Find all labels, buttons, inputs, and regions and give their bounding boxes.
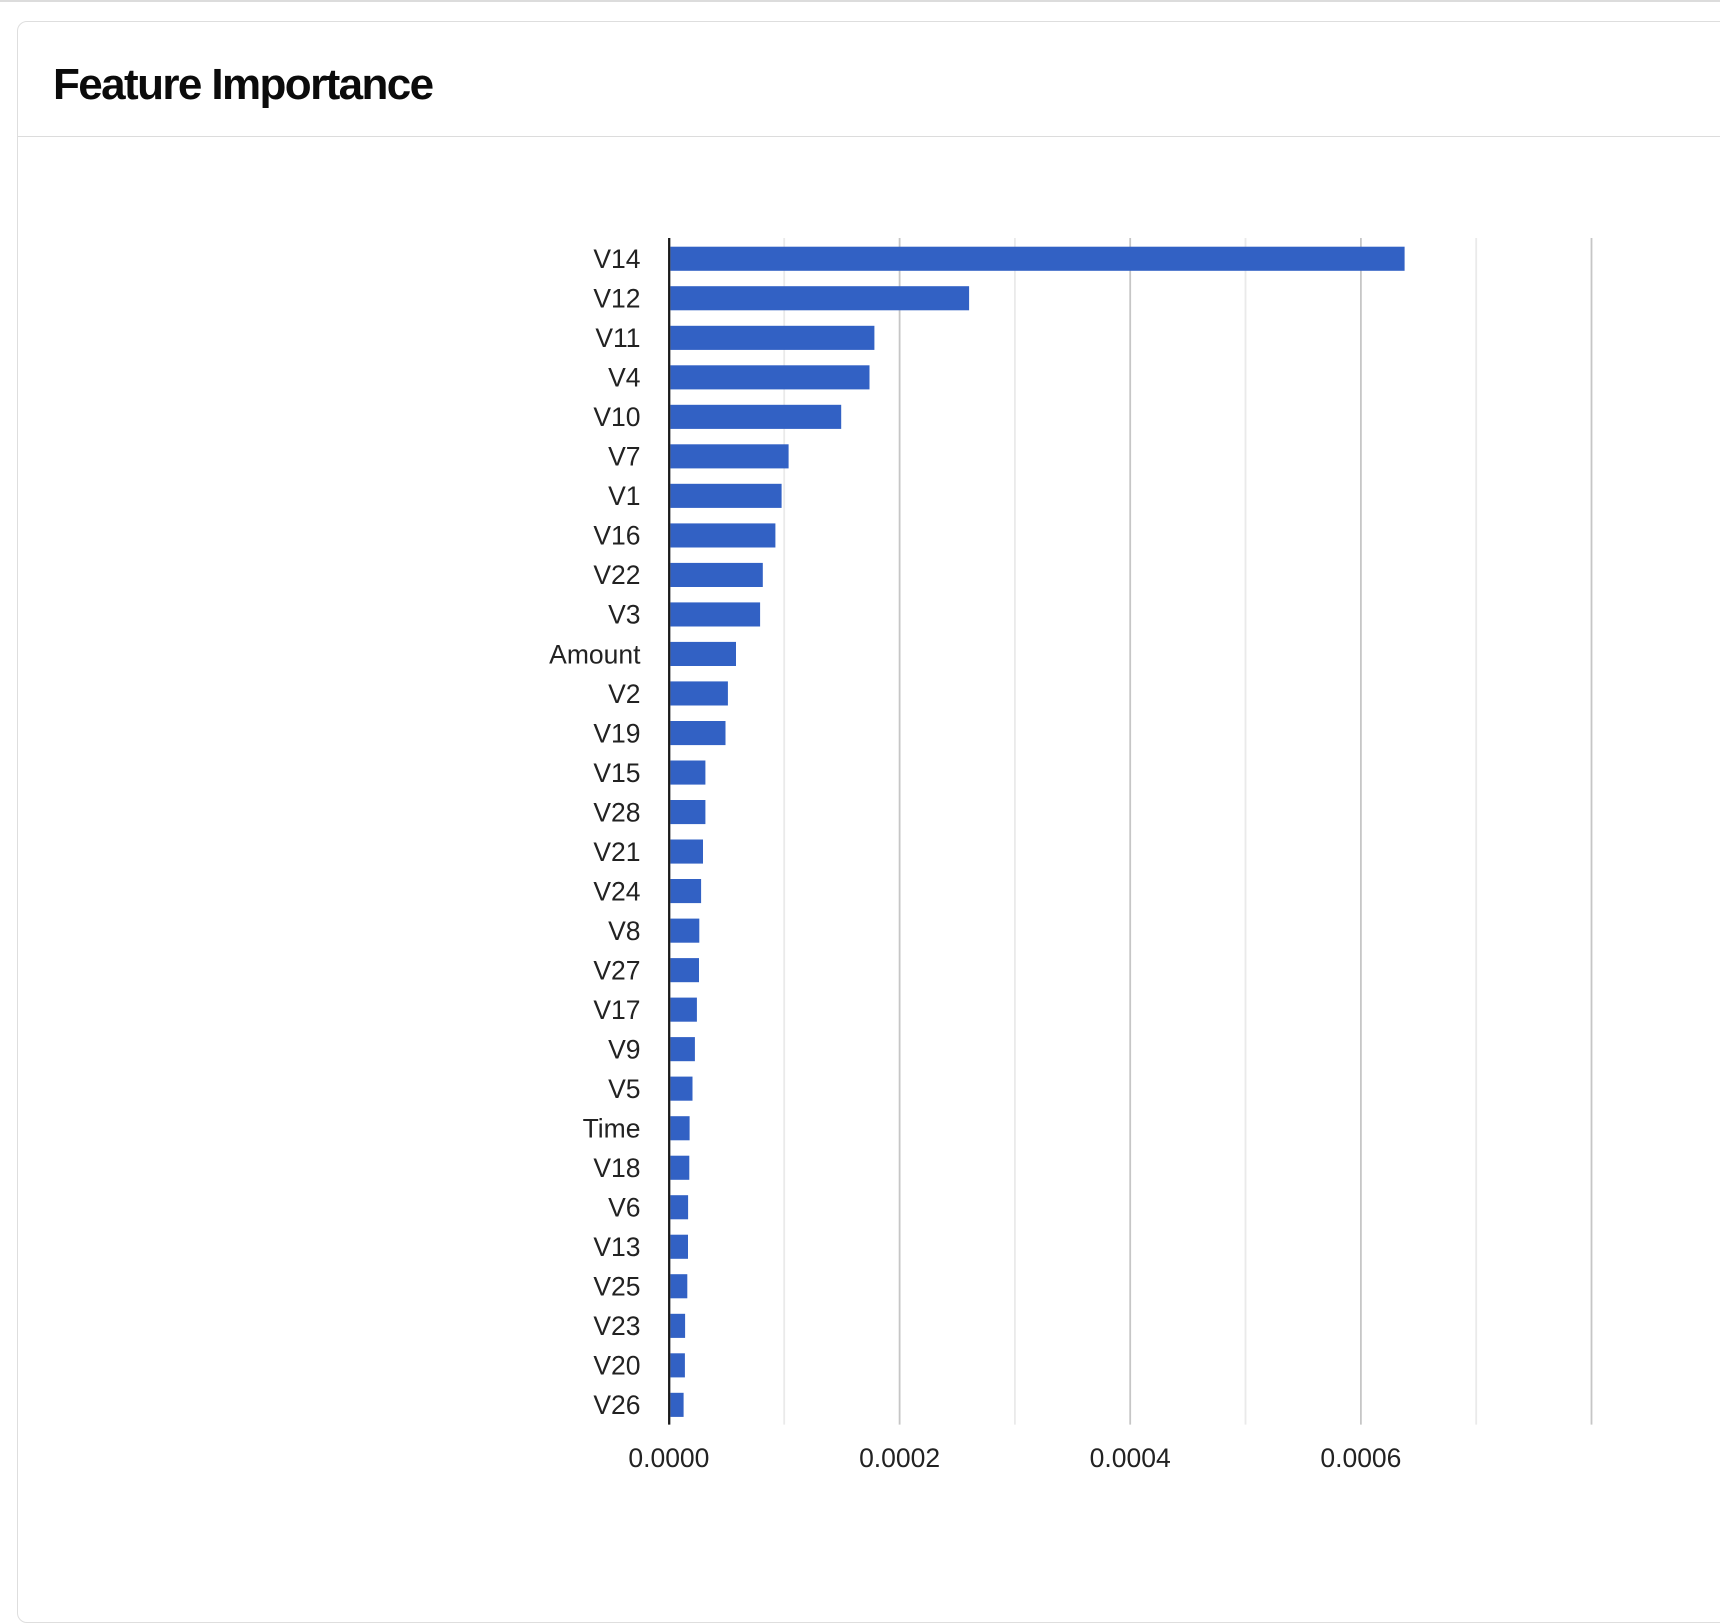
svg-text:V17: V17	[593, 995, 640, 1025]
svg-text:V20: V20	[593, 1351, 640, 1381]
svg-text:V12: V12	[593, 284, 640, 314]
svg-text:V3: V3	[608, 600, 640, 630]
svg-text:0.0000: 0.0000	[628, 1443, 709, 1473]
svg-text:V7: V7	[608, 442, 640, 472]
svg-text:0.0002: 0.0002	[859, 1443, 940, 1473]
svg-text:V6: V6	[608, 1193, 640, 1223]
svg-text:V10: V10	[593, 402, 640, 432]
svg-text:Amount: Amount	[549, 639, 641, 669]
svg-text:V8: V8	[608, 916, 640, 946]
svg-text:V26: V26	[593, 1390, 640, 1420]
svg-text:V14: V14	[593, 244, 640, 274]
svg-text:V11: V11	[595, 323, 640, 353]
svg-text:V18: V18	[593, 1153, 640, 1183]
svg-text:V24: V24	[593, 876, 640, 906]
svg-text:V16: V16	[593, 521, 640, 551]
svg-text:V13: V13	[593, 1232, 640, 1262]
svg-text:0.0006: 0.0006	[1320, 1443, 1401, 1473]
svg-text:V1: V1	[608, 481, 640, 511]
svg-text:V19: V19	[593, 718, 640, 748]
svg-text:0.0004: 0.0004	[1090, 1443, 1171, 1473]
svg-text:V9: V9	[608, 1035, 640, 1065]
svg-text:V28: V28	[593, 797, 640, 827]
svg-text:V21: V21	[593, 837, 640, 867]
svg-text:V25: V25	[593, 1272, 640, 1302]
svg-text:V2: V2	[608, 679, 640, 709]
svg-text:V27: V27	[593, 955, 640, 985]
svg-text:V4: V4	[608, 363, 640, 393]
svg-text:V15: V15	[593, 758, 640, 788]
svg-text:V5: V5	[608, 1074, 640, 1104]
svg-text:Time: Time	[583, 1114, 641, 1144]
svg-text:V23: V23	[593, 1311, 640, 1341]
svg-text:V22: V22	[593, 560, 640, 590]
